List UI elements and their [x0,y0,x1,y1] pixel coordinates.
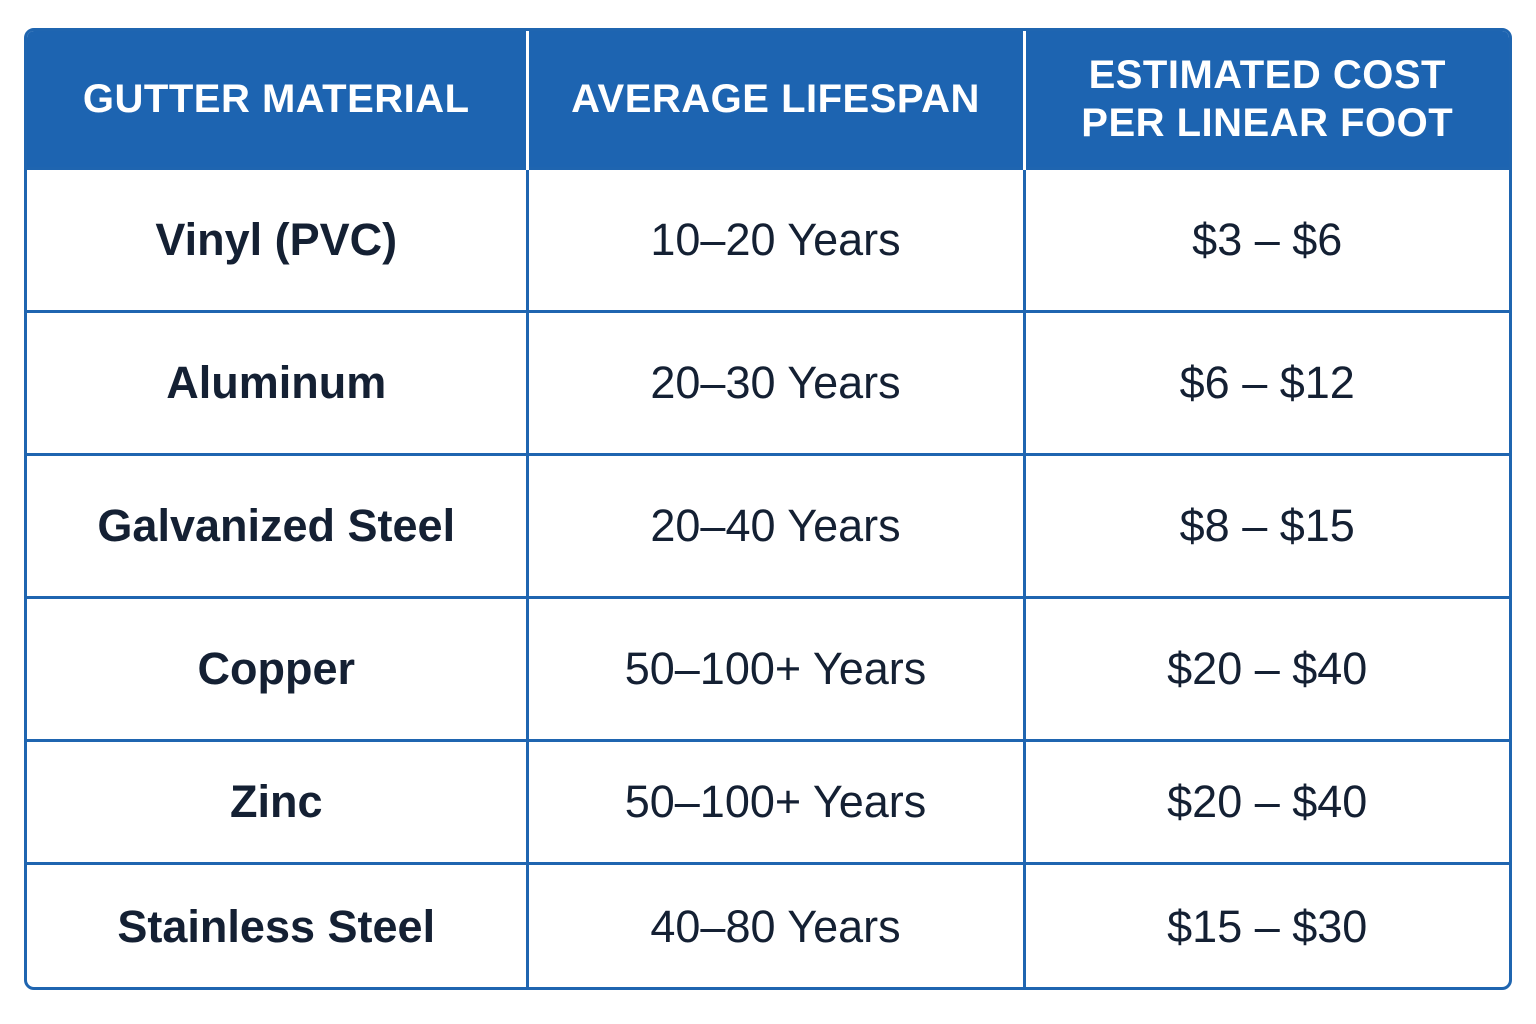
gutter-comparison-table: GUTTER MATERIAL AVERAGE LIFESPAN ESTIMAT… [24,28,1512,990]
table-row: Zinc 50–100+ Years $20 – $40 [27,738,1509,863]
lifespan-cell: 20–40 Years [525,452,1024,597]
data-table: GUTTER MATERIAL AVERAGE LIFESPAN ESTIMAT… [27,31,1509,987]
cost-cell: $8 – $15 [1022,452,1509,597]
table-row: Aluminum 20–30 Years $6 – $12 [27,309,1509,454]
lifespan-cell: 20–30 Years [525,309,1024,454]
table-row: Vinyl (PVC) 10–20 Years $3 – $6 [27,166,1509,311]
material-cell: Vinyl (PVC) [27,166,527,311]
table-row: Galvanized Steel 20–40 Years $8 – $15 [27,452,1509,597]
cost-cell: $15 – $30 [1022,861,1509,987]
cost-cell: $20 – $40 [1022,595,1509,740]
cost-cell: $20 – $40 [1022,738,1509,863]
header-average-lifespan: AVERAGE LIFESPAN [525,31,1024,168]
cost-cell: $6 – $12 [1022,309,1509,454]
material-cell: Galvanized Steel [27,452,527,597]
table-row: Copper 50–100+ Years $20 – $40 [27,595,1509,740]
material-cell: Copper [27,595,527,740]
table-row: Stainless Steel 40–80 Years $15 – $30 [27,861,1509,987]
material-cell: Aluminum [27,309,527,454]
lifespan-cell: 40–80 Years [525,861,1024,987]
lifespan-cell: 50–100+ Years [525,738,1024,863]
material-cell: Stainless Steel [27,861,527,987]
header-row: GUTTER MATERIAL AVERAGE LIFESPAN ESTIMAT… [27,31,1509,168]
cost-cell: $3 – $6 [1022,166,1509,311]
header-gutter-material: GUTTER MATERIAL [27,31,527,168]
header-estimated-cost: ESTIMATED COST PER LINEAR FOOT [1022,31,1509,168]
lifespan-cell: 50–100+ Years [525,595,1024,740]
lifespan-cell: 10–20 Years [525,166,1024,311]
material-cell: Zinc [27,738,527,863]
